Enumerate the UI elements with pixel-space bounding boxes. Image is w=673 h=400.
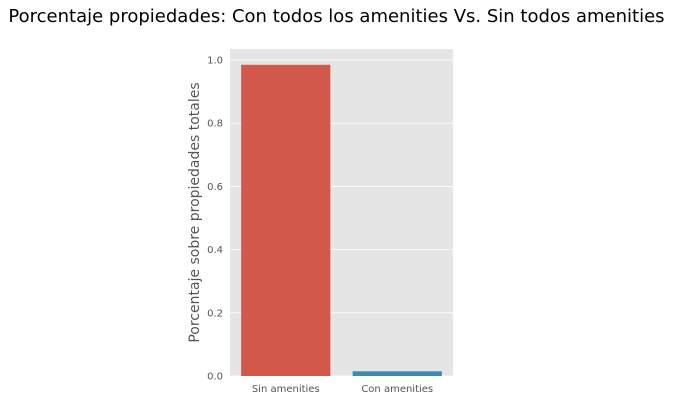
bar-con-amenities xyxy=(352,371,442,376)
x-tick-label: Con amenities xyxy=(361,384,433,395)
x-tick-label: Sin amenities xyxy=(252,384,320,395)
x-tick-labels: Sin amenities Con amenities xyxy=(252,384,433,395)
bar-sin-amenities xyxy=(241,64,331,376)
y-tick-label: 0.8 xyxy=(207,119,223,130)
y-tick-label: 0.6 xyxy=(207,182,223,193)
bars xyxy=(241,64,442,376)
y-axis-label: Porcentaje sobre propiedades totales xyxy=(187,82,203,342)
y-tick-label: 1.0 xyxy=(207,56,223,67)
y-tick-label: 0.2 xyxy=(207,308,223,319)
chart-title: Porcentaje propiedades: Con todos los am… xyxy=(8,6,665,27)
y-tick-label: 0.0 xyxy=(207,372,223,383)
y-tick-label: 0.4 xyxy=(207,245,223,256)
y-tick-labels: 0.0 0.2 0.4 0.6 0.8 1.0 xyxy=(207,56,223,383)
